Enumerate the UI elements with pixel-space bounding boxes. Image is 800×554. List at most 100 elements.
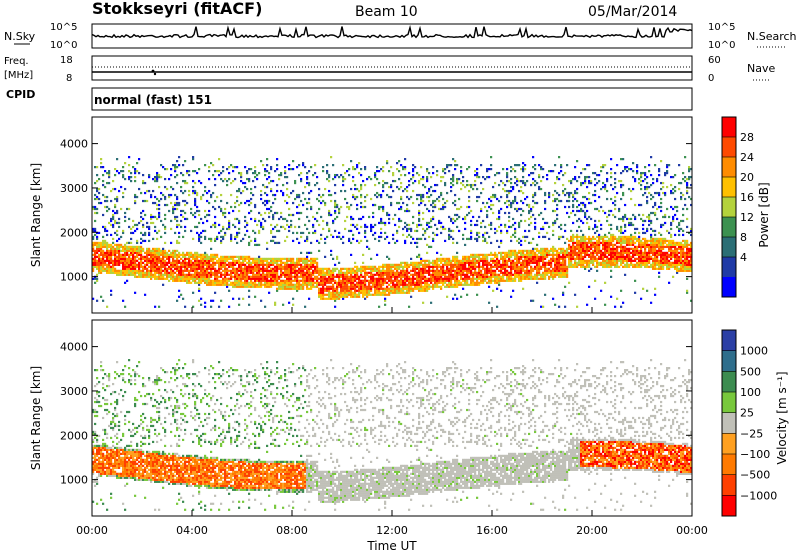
power-cell bbox=[202, 273, 205, 276]
power-cell bbox=[204, 253, 207, 257]
power-cell bbox=[316, 239, 319, 243]
power-cell bbox=[422, 267, 425, 270]
power-cell bbox=[456, 261, 459, 264]
power-cell bbox=[110, 261, 113, 264]
power-cell bbox=[292, 160, 295, 163]
power-cell bbox=[370, 227, 373, 231]
power-cell bbox=[326, 221, 329, 225]
power-cell bbox=[384, 291, 387, 294]
power-cell bbox=[516, 209, 519, 213]
power-cell bbox=[136, 241, 139, 245]
power-cell bbox=[450, 229, 453, 233]
power-cell bbox=[214, 269, 217, 272]
power-cell bbox=[460, 267, 463, 270]
power-cell bbox=[438, 259, 441, 262]
power-cell bbox=[176, 219, 179, 223]
power-cell bbox=[380, 277, 383, 280]
power-cell bbox=[398, 187, 401, 191]
power-cell bbox=[532, 247, 535, 251]
power-cell bbox=[102, 255, 105, 258]
power-cell bbox=[344, 289, 347, 292]
power-cell bbox=[104, 199, 107, 203]
power-cell bbox=[150, 249, 153, 253]
power-cell bbox=[292, 271, 295, 274]
power-cell bbox=[130, 247, 133, 251]
power-cell bbox=[502, 255, 505, 258]
power-cell bbox=[194, 271, 197, 274]
power-cell bbox=[138, 267, 141, 270]
power-cell bbox=[188, 271, 191, 274]
power-cell bbox=[186, 277, 189, 280]
power-cell bbox=[536, 181, 539, 185]
power-cell bbox=[460, 169, 463, 173]
power-cell bbox=[226, 259, 229, 262]
power-cell bbox=[326, 235, 329, 239]
power-cell bbox=[132, 166, 135, 169]
power-cell bbox=[268, 175, 271, 179]
power-cell bbox=[324, 267, 327, 270]
power-cell bbox=[408, 233, 411, 237]
power-cell bbox=[172, 277, 175, 280]
power-cell bbox=[512, 289, 515, 292]
power-cell bbox=[488, 285, 491, 288]
power-cell bbox=[298, 285, 301, 288]
power-cell bbox=[444, 181, 447, 185]
power-cell bbox=[248, 255, 251, 258]
power-cell bbox=[452, 237, 455, 241]
power-cell bbox=[92, 297, 95, 300]
power-cell bbox=[380, 283, 383, 286]
power-cell bbox=[552, 251, 555, 255]
power-cell bbox=[366, 265, 369, 268]
power-cell bbox=[448, 285, 451, 288]
power-cell bbox=[488, 235, 491, 239]
power-cell bbox=[456, 213, 459, 217]
power-cell bbox=[512, 167, 515, 171]
power-cell bbox=[270, 167, 273, 171]
power-cell bbox=[140, 215, 143, 219]
power-cell bbox=[294, 263, 297, 266]
power-cell bbox=[536, 201, 539, 205]
power-cell bbox=[186, 201, 189, 205]
power-cell bbox=[92, 253, 95, 257]
power-cell bbox=[204, 305, 207, 308]
power-cell bbox=[298, 225, 301, 229]
power-cell bbox=[478, 263, 481, 266]
power-cell bbox=[456, 269, 459, 272]
power-cell bbox=[468, 237, 471, 241]
power-cell bbox=[210, 162, 213, 165]
power-cell bbox=[240, 277, 243, 280]
power-cell bbox=[388, 265, 391, 268]
power-cell bbox=[328, 291, 331, 294]
power-cell bbox=[290, 269, 293, 272]
power-cell bbox=[386, 273, 389, 276]
power-cell bbox=[212, 281, 215, 284]
power-cell bbox=[126, 267, 129, 270]
power-cell bbox=[166, 267, 169, 270]
power-cell bbox=[136, 223, 139, 227]
power-cell bbox=[364, 223, 367, 227]
power-cell bbox=[388, 279, 391, 282]
power-cell bbox=[172, 164, 175, 167]
power-cell bbox=[118, 237, 121, 241]
power-cell bbox=[396, 281, 399, 284]
power-cell bbox=[356, 295, 359, 298]
power-cell bbox=[346, 281, 349, 284]
power-cell bbox=[330, 233, 333, 237]
power-cell bbox=[142, 267, 145, 270]
power-cell bbox=[490, 207, 493, 211]
power-cell bbox=[494, 193, 497, 197]
power-cell bbox=[194, 253, 197, 257]
power-cell bbox=[218, 275, 221, 278]
power-cell bbox=[440, 191, 443, 195]
power-cell bbox=[180, 257, 183, 260]
power-cell bbox=[310, 241, 313, 245]
power-cell bbox=[234, 263, 237, 266]
power-cell bbox=[394, 265, 397, 268]
power-cell bbox=[292, 279, 295, 282]
power-cell bbox=[352, 175, 355, 179]
power-cell bbox=[242, 273, 245, 276]
power-cell bbox=[116, 257, 119, 260]
power-cell bbox=[454, 285, 457, 288]
power-cell bbox=[418, 281, 421, 284]
power-cell bbox=[154, 247, 157, 251]
